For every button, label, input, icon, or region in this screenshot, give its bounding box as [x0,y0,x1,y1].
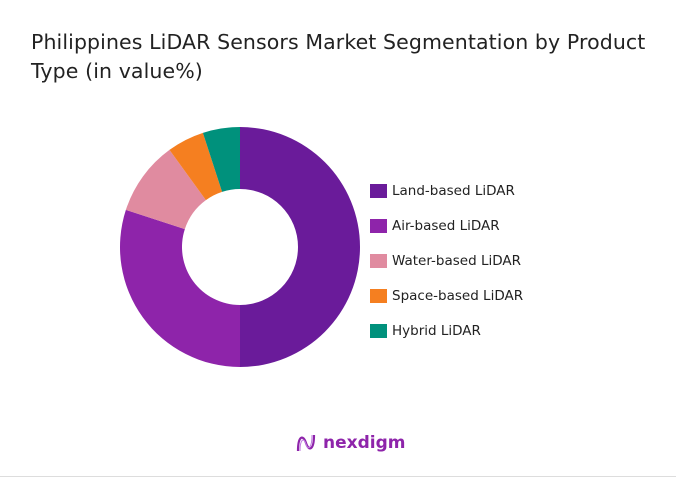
legend-item: Air-based LiDAR [370,208,523,243]
legend-item: Land-based LiDAR [370,173,523,208]
slice-land-based-lidar [240,127,360,367]
nexdigm-wave-logo-icon [296,434,316,452]
slice-space-based-lidar [169,132,223,201]
legend-label: Air-based LiDAR [392,217,500,234]
legend-swatch [370,253,387,268]
slice-air-based-lidar [119,209,240,367]
nexdigm-logo: nexdigm [295,432,405,454]
legend-swatch [370,288,387,303]
legend-swatch [370,218,387,233]
legend: Land-based LiDAR Air-based LiDAR Water-b… [370,173,523,348]
divider [0,476,676,477]
slice-hybrid-lidar [202,127,240,192]
legend-label: Hybrid LiDAR [392,322,481,339]
legend-item: Space-based LiDAR [370,278,523,313]
legend-swatch [370,183,387,198]
slice-water-based-lidar [125,149,206,230]
brand-name: nexdigm [323,433,406,453]
legend-item: Hybrid LiDAR [370,313,523,348]
legend-item: Water-based LiDAR [370,243,523,278]
legend-label: Water-based LiDAR [392,252,522,269]
chart-title: Philippines LiDAR Sensors Market Segment… [31,30,646,83]
legend-swatch [370,323,387,338]
legend-label: Space-based LiDAR [392,287,524,304]
legend-label: Land-based LiDAR [392,182,515,199]
